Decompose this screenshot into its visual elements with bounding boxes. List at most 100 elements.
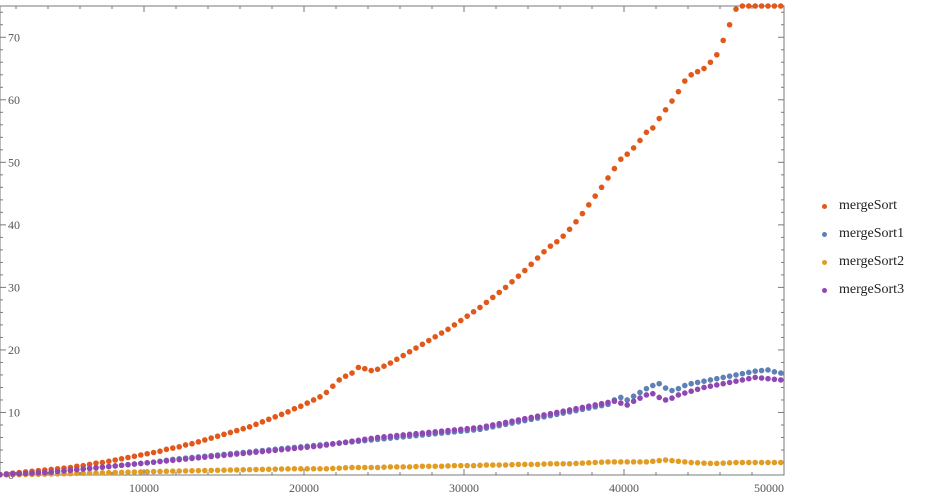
- data-point: [112, 463, 118, 469]
- y-tick-label: 50: [8, 155, 20, 169]
- data-point: [118, 469, 125, 476]
- data-point: [746, 375, 752, 382]
- data-point: [374, 464, 381, 471]
- data-point: [272, 466, 279, 472]
- data-point: [464, 462, 471, 469]
- data-point: [650, 382, 656, 389]
- data-point: [298, 465, 304, 472]
- data-point: [643, 392, 650, 398]
- data-point: [426, 337, 432, 344]
- data-point: [381, 464, 387, 470]
- data-point: [438, 330, 445, 336]
- data-point: [54, 468, 61, 475]
- data-point: [502, 419, 509, 426]
- data-point: [694, 68, 701, 75]
- data-point: [656, 457, 662, 464]
- x-tick-label: 30000: [449, 481, 479, 495]
- data-point: [554, 460, 560, 467]
- data-point: [720, 37, 726, 44]
- data-point: [362, 464, 368, 471]
- y-tick-label: 30: [8, 280, 20, 294]
- data-point: [778, 377, 784, 383]
- data-point: [278, 411, 285, 418]
- data-point: [381, 434, 387, 440]
- data-point: [202, 437, 208, 443]
- legend-marker-icon: [822, 231, 827, 237]
- data-point: [758, 459, 765, 466]
- series-mergesort: [0, 3, 784, 478]
- data-point: [688, 71, 694, 78]
- data-point: [182, 468, 189, 474]
- data-point: [125, 469, 131, 475]
- legend: mergeSort mergeSort1 mergeSort2 mergeSor…: [822, 192, 922, 304]
- data-point: [426, 463, 432, 470]
- data-point: [266, 416, 272, 423]
- data-point: [566, 460, 573, 467]
- data-point: [758, 375, 765, 381]
- data-point: [317, 465, 323, 472]
- data-point: [285, 409, 291, 415]
- data-point: [227, 429, 234, 436]
- data-point: [675, 385, 682, 392]
- data-point: [483, 462, 490, 468]
- data-point: [541, 461, 547, 467]
- data-point: [662, 397, 669, 403]
- data-point: [214, 467, 221, 474]
- data-point: [733, 6, 739, 12]
- data-point: [394, 464, 400, 470]
- data-point: [336, 465, 343, 471]
- data-point: [291, 445, 298, 452]
- data-point: [624, 459, 630, 465]
- data-point: [246, 450, 253, 456]
- data-point: [227, 467, 234, 473]
- data-point: [586, 460, 592, 466]
- legend-item-mergesort1: mergeSort1: [822, 220, 922, 248]
- data-point: [112, 469, 118, 476]
- data-point: [739, 3, 746, 9]
- data-point: [470, 308, 477, 315]
- data-point: [349, 438, 355, 445]
- data-point: [362, 436, 368, 443]
- data-point: [778, 459, 784, 466]
- data-point: [707, 460, 714, 467]
- data-point: [432, 334, 439, 340]
- data-point: [675, 458, 682, 465]
- data-point: [176, 468, 182, 474]
- data-point: [758, 3, 765, 9]
- data-point: [682, 390, 688, 396]
- data-point: [208, 453, 214, 460]
- legend-item-mergesort: mergeSort: [822, 192, 922, 220]
- data-point: [656, 394, 662, 401]
- data-point: [573, 460, 579, 467]
- data-point: [656, 115, 662, 122]
- data-point: [342, 373, 349, 379]
- data-point: [675, 88, 682, 95]
- legend-marker-icon: [822, 203, 827, 209]
- data-point: [61, 468, 67, 474]
- data-point: [131, 453, 138, 460]
- data-point: [291, 465, 298, 472]
- data-point: [35, 470, 42, 476]
- data-point: [374, 366, 381, 373]
- data-point: [682, 459, 688, 465]
- data-point: [573, 218, 579, 225]
- data-point: [458, 317, 464, 324]
- data-point: [406, 431, 413, 438]
- data-point: [771, 3, 778, 9]
- data-point: [170, 445, 176, 451]
- data-point: [246, 466, 253, 473]
- data-point: [765, 459, 771, 466]
- data-point: [176, 456, 182, 463]
- data-point: [355, 464, 362, 471]
- data-point: [214, 453, 221, 459]
- data-point: [138, 452, 144, 458]
- data-point: [746, 459, 752, 466]
- data-point: [355, 364, 362, 371]
- data-point: [509, 461, 515, 468]
- data-point: [630, 459, 637, 465]
- data-point: [400, 432, 407, 438]
- data-point: [701, 384, 707, 391]
- data-point: [246, 424, 253, 430]
- data-point: [131, 461, 138, 467]
